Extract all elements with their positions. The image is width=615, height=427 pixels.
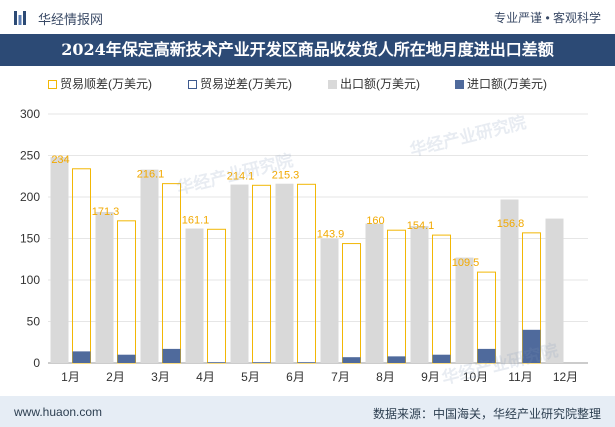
data-source: 数据来源：中国海关，华经产业研究院整理 [372,407,601,421]
legend-swatch-import [455,80,464,89]
surplus-bar [207,228,226,364]
legend-swatch-deficit [188,80,197,89]
export-bar [95,211,114,363]
legend-swatch-export [328,80,337,89]
export-bar [455,257,474,363]
x-tick-label: 5月 [241,370,260,384]
export-bar [500,199,519,363]
y-tick-label: 300 [20,107,40,121]
y-tick-label: 250 [20,149,40,163]
surplus-bar [297,183,316,364]
legend-item-surplus: 贸易顺差(万美元) [48,75,152,91]
export-bar [545,218,564,363]
export-bar [410,226,429,363]
y-tick-label: 50 [27,315,41,329]
legend-label-surplus: 贸易顺差(万美元) [60,77,152,91]
surplus-data-label: 215.3 [272,169,300,181]
surplus-data-label: 143.9 [317,229,345,241]
chart-title: 2024年保定高新技术产业开发区商品收发货人所在地月度进出口差额 [61,40,554,59]
huajing-logo-icon [14,11,26,25]
export-bar [320,238,339,363]
legend-item-deficit: 贸易逆差(万美元) [188,75,292,91]
import-bar [297,362,316,363]
surplus-bar [162,183,181,364]
x-tick-label: 10月 [463,370,488,384]
x-tick-label: 1月 [61,370,80,384]
x-tick-label: 3月 [151,370,170,384]
export-bar [50,157,69,363]
title-band: 2024年保定高新技术产业开发区商品收发货人所在地月度进出口差额 [0,34,615,66]
surplus-bar [342,243,361,364]
x-tick-label: 2月 [106,370,125,384]
y-tick-label: 0 [33,356,40,370]
legend: 贸易顺差(万美元) 贸易逆差(万美元) 出口额(万美元) 进口额(万美元) [0,72,615,92]
surplus-data-label: 156.8 [497,218,525,230]
import-bar [207,362,226,363]
export-bar [140,169,159,363]
trade-balance-chart: 0 50 100 150 200 250 300 234 1月 171.3 2月 216.1 3月 161… [20,107,588,384]
import-bar [162,348,181,363]
surplus-bar [432,234,451,364]
x-tick-label: 11月 [508,370,532,384]
export-bar [230,184,249,363]
x-tick-label: 6月 [286,370,305,384]
legend-swatch-surplus [48,80,57,89]
import-bar [477,348,496,363]
surplus-data-label: 161.1 [182,214,210,226]
surplus-bar [117,220,136,364]
legend-label-import: 进口额(万美元) [467,77,547,91]
legend-label-export: 出口额(万美元) [340,77,420,91]
export-bar [275,183,294,363]
legend-item-export: 出口额(万美元) [328,75,420,91]
slogan: 专业严谨 • 客观科学 [494,11,601,25]
surplus-bar [387,229,406,364]
legend-item-import: 进口额(万美元) [455,75,547,91]
surplus-data-label: 154.1 [407,220,435,232]
surplus-bar [72,168,91,364]
surplus-bar [252,184,271,364]
surplus-data-label: 171.3 [92,206,120,218]
y-tick-label: 100 [20,273,40,287]
brand-name: 华经情报网 [38,12,104,27]
surplus-data-label: 214.1 [227,170,255,182]
import-bar [522,329,541,363]
export-bar [185,228,204,363]
top-bar: 华经情报网 专业严谨 • 客观科学 [0,0,615,34]
import-bar [432,354,451,363]
import-bar [72,351,91,363]
y-tick-label: 200 [20,190,40,204]
surplus-data-label: 216.1 [137,169,165,181]
x-tick-label: 4月 [196,370,215,384]
surplus-data-label: 160 [366,215,384,227]
x-tick-label: 7月 [331,370,350,384]
site-url: www.huaon.com [14,405,103,419]
x-tick-label: 12月 [553,370,578,384]
import-bar [387,356,406,363]
surplus-data-label: 109.5 [452,257,480,269]
import-bar [117,354,136,363]
export-bar [365,223,384,363]
surplus-data-label: 234 [51,154,69,166]
y-tick-label: 150 [20,232,40,246]
x-tick-label: 8月 [376,370,395,384]
import-bar [342,357,361,363]
legend-label-deficit: 贸易逆差(万美元) [200,77,292,91]
import-bar [252,362,271,363]
footer: www.huaon.com 数据来源：中国海关，华经产业研究院整理 [0,396,615,427]
x-tick-label: 9月 [421,370,440,384]
